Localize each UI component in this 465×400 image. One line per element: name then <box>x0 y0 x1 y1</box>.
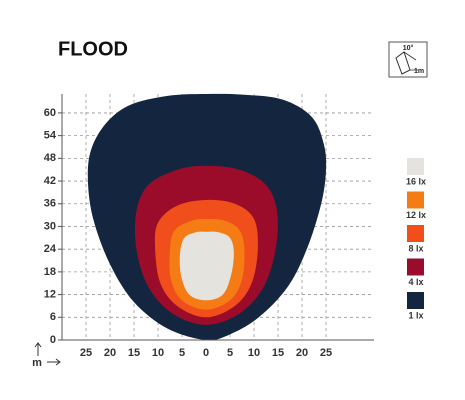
legend-swatch <box>407 225 424 242</box>
y-tick-label: 60 <box>44 107 56 119</box>
y-tick-label: 54 <box>44 130 57 142</box>
icon-angle: 10° <box>403 44 414 52</box>
x-tick-label: 15 <box>128 347 140 359</box>
x-tick-label: 20 <box>104 347 116 359</box>
y-tick-label: 36 <box>44 198 56 210</box>
contours <box>87 93 327 341</box>
y-tick-label: 6 <box>50 311 56 323</box>
isolux-region <box>179 231 234 301</box>
legend-swatch <box>407 158 424 175</box>
x-tick-label: 20 <box>296 347 308 359</box>
x-tick-label: 5 <box>227 347 233 359</box>
y-tick-label: 0 <box>50 334 56 346</box>
x-tick-label: 15 <box>272 347 284 359</box>
x-tick-label: 25 <box>320 347 332 359</box>
x-tick-label: 5 <box>179 347 185 359</box>
y-tick-label: 48 <box>44 152 56 164</box>
y-tick-label: 18 <box>44 266 56 278</box>
icon-distance: 1m <box>414 68 424 75</box>
legend-label: 12 lx <box>406 210 426 220</box>
legend-label: 1 lx <box>408 310 423 320</box>
legend-label: 16 lx <box>406 176 426 186</box>
legend-swatch <box>407 191 424 209</box>
chart-title: FLOOD <box>58 38 128 60</box>
x-tick-label: 0 <box>203 347 209 359</box>
legend-swatch <box>407 258 424 276</box>
axes: 0 6 12 18 24 30 36 42 48 54 60 25 20 15 10 5 0 5 10 15 20 25 <box>44 94 374 359</box>
x-unit-label: m <box>32 357 42 369</box>
beam-icon: 10° 1m <box>388 41 428 78</box>
y-tick-label: 12 <box>44 288 56 300</box>
legend-swatch <box>407 292 424 309</box>
axis-arrows: m <box>32 342 61 369</box>
y-tick-label: 42 <box>44 175 56 187</box>
x-tick-label: 10 <box>248 347 260 359</box>
x-tick-label: 25 <box>80 347 92 359</box>
legend-label: 4 lx <box>408 277 423 287</box>
y-tick-label: 30 <box>44 220 56 232</box>
legend-label: 8 lx <box>408 243 423 253</box>
x-tick-label: 10 <box>152 347 164 359</box>
y-tick-label: 24 <box>44 243 57 255</box>
